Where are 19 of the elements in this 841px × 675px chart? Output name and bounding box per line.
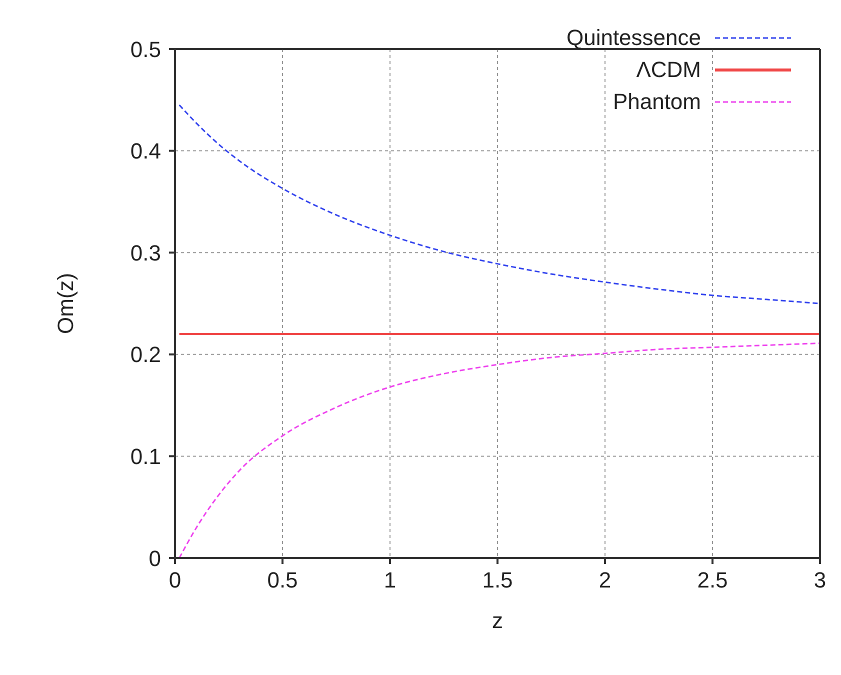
x-tick-label: 2 [598,568,612,593]
line-series [178,342,820,558]
y-tick-label: 0.2 [130,342,161,368]
y-tick-label: 0.3 [130,240,161,266]
y-tick-label: 0.1 [130,444,161,470]
x-tick-label: 1.5 [482,568,513,593]
y-axis-title: Om(z) [52,272,78,334]
x-tick-label: 0.5 [267,568,298,593]
legend-label: Quintessence [566,24,701,52]
x-tick-label: 0 [168,568,182,593]
legend-label: ΛCDM [636,56,701,84]
x-tick-label: 3 [814,568,826,593]
legend-label: Phantom [612,88,701,116]
x-tick-label: 1 [384,568,396,593]
y-tick-label: 0.5 [130,36,161,62]
x-tick-label: 2.5 [697,568,728,593]
y-tick-label: 0.4 [130,138,161,164]
x-axis-title: z [492,608,503,633]
y-tick-label: 0 [148,546,161,571]
